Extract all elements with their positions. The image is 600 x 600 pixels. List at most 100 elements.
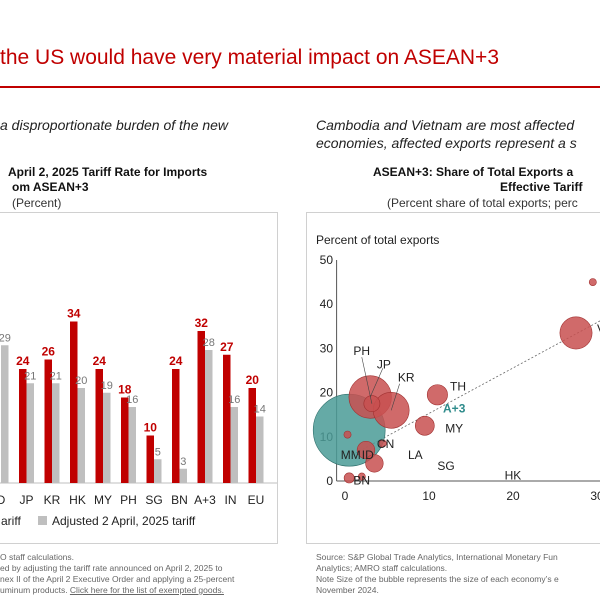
bar-adjusted-IN [230,407,238,483]
right-subheading-line2: economies, affected exports represent a … [316,135,577,151]
bar-label-adjusted-D: 29 [0,332,11,344]
category-label-KR: KR [44,493,61,507]
y-tick-0: 0 [326,474,333,488]
point-label-MY: MY [445,421,463,435]
bar-label-tariff-IN: 27 [220,340,234,354]
bar-label-adjusted-MY: 19 [101,380,113,392]
bar-label-adjusted-EU: 14 [254,404,266,416]
slide-title: the US would have very material impact o… [0,46,499,69]
bubble-LA [378,439,387,448]
right-source-line1: Source: S&P Global Trade Analytics, Inte… [316,552,558,562]
bar-tariff-IN [223,354,231,483]
right-chart-title-line1: ASEAN+3: Share of Total Exports a [373,165,574,179]
bubble-chart: Percent of total exports 010203040500102… [312,233,600,503]
point-label-VI: VI [597,322,600,336]
left-note-line1: O staff calculations. [0,552,75,562]
bar-tariff-SG [146,435,154,483]
point-label-BN: BN [353,474,370,488]
y-tick-30: 30 [320,341,334,355]
bar-label-adjusted-A+3: 28 [203,337,215,349]
bubble-BN [343,472,355,484]
left-note-line3: nex II of the April 2 Executive Order an… [0,574,235,584]
bar-adjusted-A+3 [205,350,213,483]
bar-adjusted-JP [26,383,34,483]
title-divider [0,86,600,88]
right-source-line3: Note Size of the bubble represents the s… [316,574,559,584]
bar-adjusted-KR [52,383,60,483]
left-chart-title-line1: April 2, 2025 Tariff Rate for Imports [8,165,208,179]
exempted-goods-link[interactable]: Click here for the list of exempted good… [69,585,224,595]
bar-label-adjusted-PH: 16 [126,394,138,406]
bar-adjusted-D [1,345,9,483]
point-label-LA: LA [408,448,423,462]
bar-label-adjusted-IN: 16 [228,394,240,406]
legend-label-adjusted: Adjusted 2 April, 2025 tariff [52,514,196,528]
bar-label-tariff-HK: 34 [67,307,81,321]
bar-legend: ariff Adjusted 2 April, 2025 tariff [1,514,196,528]
point-label-MM: MM [341,448,361,462]
bar-tariff-KR [44,359,52,483]
category-label-JP: JP [19,493,33,507]
right-chart-subtitle: (Percent share of total exports; perc [387,196,578,210]
point-label-CN: CN [377,437,394,451]
y-tick-20: 20 [320,386,334,400]
category-label-HK: HK [69,493,86,507]
bar-tariff-MY [95,369,103,483]
category-label-MY: MY [94,493,112,507]
bubble-SG [365,454,384,473]
bubble-VI [559,316,593,350]
bar-label-tariff-KR: 26 [42,345,56,359]
right-chart-title-line2: Effective Tariff [500,180,583,194]
bar-label-tariff-BN: 24 [169,354,183,368]
bar-label-adjusted-SG: 5 [155,446,161,458]
left-note-line2: ed by adjusting the tariff rate announce… [0,563,223,573]
bar-label-tariff-PH: 18 [118,383,132,397]
point-label-KR: KR [398,371,415,385]
category-label-IN: IN [225,493,237,507]
category-label-A+3: A+3 [194,493,216,507]
point-label-JP: JP [377,357,391,371]
bar-label-tariff-JP: 24 [16,354,30,368]
bar-adjusted-BN [179,468,187,483]
bar-tariff-EU [248,388,256,483]
point-label-TH: TH [450,379,466,393]
x-tick-30: 30 [590,489,600,503]
legend-label-tariff: ariff [1,514,21,528]
x-tick-20: 20 [506,489,520,503]
bar-adjusted-PH [128,407,136,483]
bar-label-adjusted-JP: 21 [24,370,36,382]
bar-label-tariff-SG: 10 [144,421,158,435]
bar-tariff-JP [19,369,27,483]
bubble-HK [357,472,366,481]
bubble-MY [414,415,435,436]
bar-label-tariff-MY: 24 [93,354,107,368]
y-axis-title: Percent of total exports [316,233,439,247]
bar-label-adjusted-HK: 20 [75,375,87,387]
category-label-BN: BN [171,493,188,507]
bar-chart-panel: 29 24 21 26 21 34 20 24 19 18 16 10 5 24 3 32 28 27 16 20 14… [0,212,278,544]
point-label-PH: PH [353,344,370,358]
bar-adjusted-SG [154,459,162,483]
bubble-ID [356,440,376,460]
bar-adjusted-HK [77,388,85,483]
bubble-TH [426,384,448,406]
leader-KR [390,383,400,411]
bar-tariff-A+3 [197,331,205,483]
x-tick-10: 10 [422,489,436,503]
bar-tariff-PH [121,397,129,483]
bar-label-tariff-A+3: 32 [195,316,209,330]
x-tick-0: 0 [342,489,349,503]
point-label-A+3: A+3 [443,401,466,415]
bar-label-adjusted-KR: 21 [50,370,62,382]
bar-adjusted-MY [103,392,111,483]
category-label-PH: PH [120,493,137,507]
bubble-PH [363,395,381,412]
point-label-HK: HK [505,469,522,483]
bubble-unlabeled [588,278,597,286]
category-label-D: D [0,493,6,507]
left-subheading: a disproportionate burden of the new [0,117,229,133]
bubble-MM [343,430,352,439]
left-chart-title-line2: om ASEAN+3 [12,180,89,194]
point-label-ID: ID [362,448,374,462]
